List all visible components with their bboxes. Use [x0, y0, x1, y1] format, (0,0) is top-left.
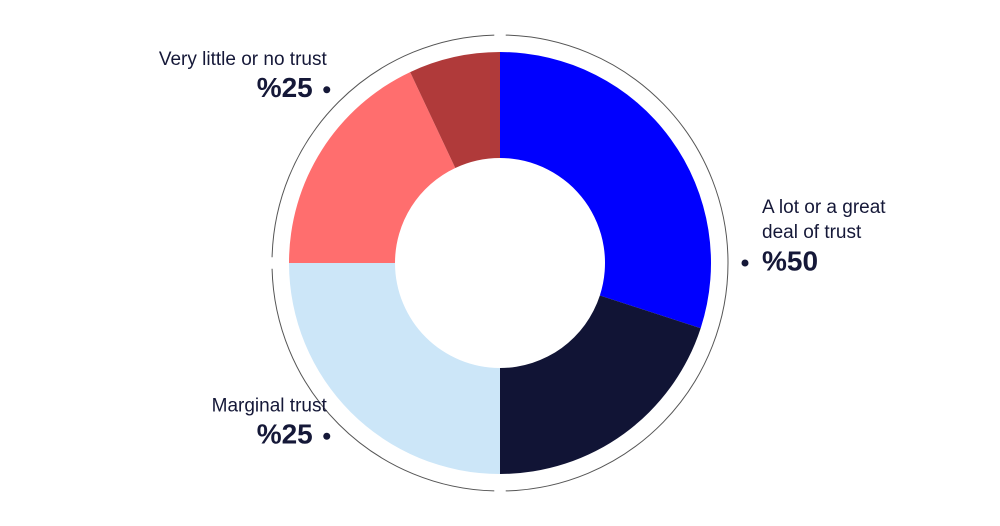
- group-label: Marginal trust: [212, 395, 328, 416]
- value-label: %25: [257, 419, 313, 450]
- donut-segment: [500, 295, 701, 475]
- label-dot: [323, 86, 331, 94]
- value-label: %25: [257, 72, 313, 103]
- label-dot: [323, 432, 331, 440]
- value-label: %50: [762, 245, 818, 276]
- outer-ring-arc: [271, 34, 495, 258]
- donut-segment: [289, 72, 456, 264]
- outer-ring-arc: [505, 34, 729, 492]
- group-label: deal of trust: [762, 222, 862, 243]
- group-label: Very little or no trust: [159, 49, 328, 70]
- label-dot: [741, 259, 749, 267]
- group-label: A lot or a great: [762, 197, 886, 218]
- donut-segment: [410, 52, 500, 168]
- donut-segment: [289, 263, 500, 474]
- donut-segment: [500, 52, 711, 329]
- outer-ring-arc: [271, 268, 495, 492]
